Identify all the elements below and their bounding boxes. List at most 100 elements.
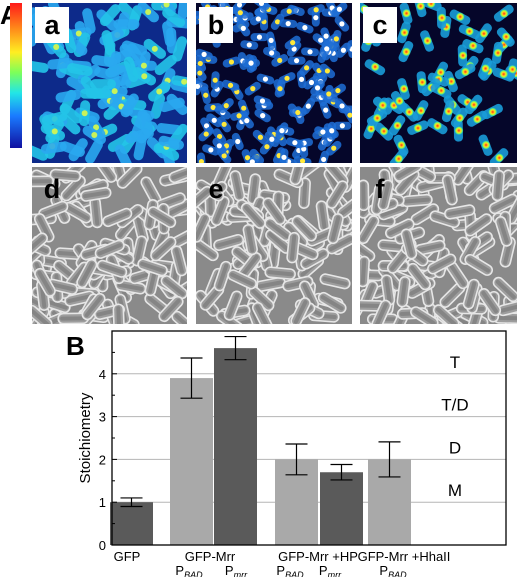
fluorescent-focus xyxy=(372,113,382,123)
subpanel-label-f: f xyxy=(375,173,385,204)
reference-label: T/D xyxy=(441,396,468,415)
fluorescent-focus xyxy=(379,126,389,136)
cell-outline xyxy=(158,295,184,323)
fluorescent-focus xyxy=(479,29,489,39)
fluorescent-focus xyxy=(304,65,310,71)
bright-spot xyxy=(156,88,163,95)
cell-outline xyxy=(315,200,331,232)
fluorescent-focus xyxy=(279,128,285,134)
y-tick-label: 3 xyxy=(99,410,106,425)
fluorescent-focus xyxy=(436,86,446,96)
cell-outline xyxy=(34,267,56,297)
fluorescent-focus xyxy=(284,75,290,81)
fluorescent-focus xyxy=(256,34,263,40)
bright-spot xyxy=(111,88,118,95)
fluorescent-focus xyxy=(499,9,509,19)
cell-outline xyxy=(213,260,232,292)
cell-rod xyxy=(177,3,187,20)
cell-outline xyxy=(33,213,55,243)
cell-outline xyxy=(410,306,439,324)
fluorescent-focus xyxy=(402,8,412,18)
cell-rod xyxy=(162,21,175,47)
fluorescent-focus xyxy=(468,41,478,51)
bright-spot xyxy=(145,8,152,15)
fluorescent-focus xyxy=(321,156,327,163)
fluorescent-focus xyxy=(216,143,222,149)
fluorescent-focus xyxy=(291,46,297,52)
cell-outline xyxy=(432,304,460,324)
fluorescent-focus xyxy=(413,123,423,133)
fluorescent-focus xyxy=(339,21,345,27)
fluorescent-focus xyxy=(494,153,504,163)
cell-outline xyxy=(32,232,48,258)
fluorescent-focus xyxy=(336,6,343,12)
cell-outline xyxy=(441,174,458,206)
cell-outline xyxy=(242,223,258,256)
fluorescent-focus xyxy=(292,140,298,146)
fluorescent-focus xyxy=(323,107,329,113)
bright-spot xyxy=(181,78,187,85)
subpanel-label-d: d xyxy=(43,173,61,204)
cell-outline xyxy=(396,276,411,308)
x-label-promoter: Pmrr xyxy=(319,563,342,577)
cell-outline xyxy=(291,215,317,242)
fluorescent-focus xyxy=(314,85,321,91)
fluorescent-focus xyxy=(465,26,475,36)
bright-spot xyxy=(75,30,82,37)
fluorescent-focus xyxy=(203,123,210,129)
fluorescent-focus xyxy=(501,32,511,42)
fluorescent-focus xyxy=(313,7,319,13)
cell-outline xyxy=(317,291,347,314)
cell-outline xyxy=(427,253,457,275)
fluorescent-focus xyxy=(293,58,300,64)
cell-outline xyxy=(150,236,177,262)
fluorescent-focus xyxy=(244,118,250,124)
fluorescent-focus xyxy=(488,107,498,117)
cell-outline xyxy=(247,173,262,205)
fluorescent-focus xyxy=(395,96,405,106)
fluorescent-focus xyxy=(257,134,264,140)
cell-rod xyxy=(32,60,49,73)
fluorescent-focus xyxy=(198,158,205,163)
y-tick-label: 0 xyxy=(99,538,106,553)
fluorescent-focus xyxy=(269,50,275,56)
cell-outline xyxy=(32,304,53,324)
cell-outline xyxy=(491,169,505,202)
fluorescent-focus xyxy=(197,60,203,67)
fluorescent-focus xyxy=(307,49,313,55)
fluorescent-focus xyxy=(340,47,347,53)
fluorescent-focus xyxy=(277,86,283,92)
reference-label: M xyxy=(448,481,462,500)
cell-rod xyxy=(82,8,96,34)
fluorescent-focus xyxy=(197,70,203,76)
fluorescent-focus xyxy=(274,19,281,25)
fluorescent-focus xyxy=(426,3,436,9)
fluorescent-focus xyxy=(401,47,411,57)
fluorescent-focus xyxy=(416,106,426,116)
fluorescent-focus xyxy=(196,83,201,90)
fluorescent-focus xyxy=(400,28,410,38)
cell-outline xyxy=(289,167,307,186)
cell-outline xyxy=(89,196,103,229)
subpanel-label-e: e xyxy=(208,173,224,204)
cell-rod xyxy=(99,4,121,27)
cell-outline xyxy=(377,179,394,211)
cell-outline xyxy=(57,312,89,324)
fluorescent-focus xyxy=(347,112,352,118)
cell-rod xyxy=(162,7,186,28)
cell-rod xyxy=(80,75,100,100)
cell-outline xyxy=(360,179,370,212)
fluorescent-focus xyxy=(211,117,217,123)
cell-outline xyxy=(170,245,187,277)
fluorescent-focus xyxy=(221,121,227,127)
fluorescent-focus xyxy=(299,158,306,163)
cell-outline xyxy=(229,170,246,202)
fluorescent-focus xyxy=(404,107,414,117)
fluorescent-focus xyxy=(455,12,465,22)
cell-outline xyxy=(452,167,476,186)
cell-outline xyxy=(196,212,211,243)
fluorescent-focus xyxy=(324,68,331,74)
cell-rod xyxy=(121,40,147,56)
cell-rod xyxy=(154,55,177,76)
